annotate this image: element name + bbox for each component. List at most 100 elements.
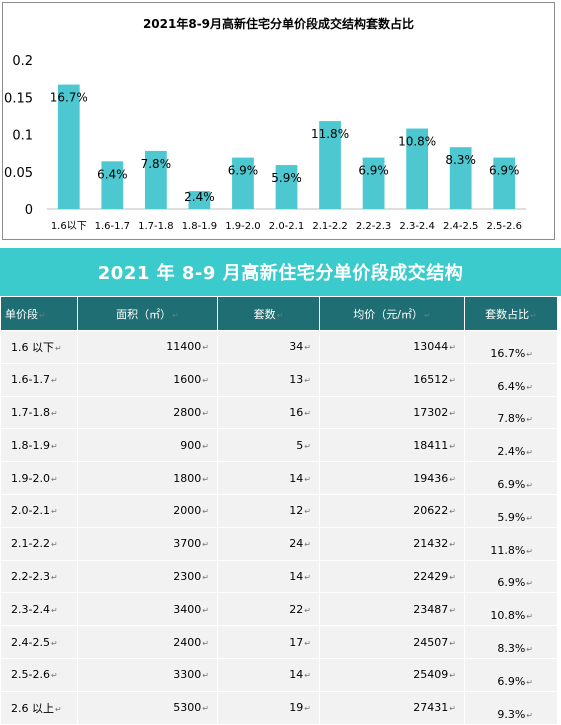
cell-units: 13 xyxy=(217,362,320,397)
bar xyxy=(493,157,516,209)
table-row: 2.6 以上530019274319.3% xyxy=(0,690,558,725)
header-avg-price: 均价（元/㎡） xyxy=(319,296,465,331)
y-tick-label: 0.15 xyxy=(4,91,33,106)
cell-avg-price: 18411 xyxy=(319,428,465,463)
bar xyxy=(275,165,298,209)
table-row: 1.9-2.0180014194366.9% xyxy=(0,461,558,495)
cell-area: 5300 xyxy=(77,690,218,725)
cell-area: 11400 xyxy=(77,330,218,364)
cell-unit-share: 5.9% xyxy=(464,493,558,528)
bar xyxy=(101,161,124,209)
x-tick-label: 2.1-2.2 xyxy=(312,221,347,232)
cell-area: 2300 xyxy=(77,559,218,594)
cell-price-segment: 2.3-2.4 xyxy=(0,592,78,627)
cell-avg-price: 21432 xyxy=(319,526,465,561)
data-label: 16.7% xyxy=(50,91,88,105)
bar xyxy=(57,84,80,209)
data-label: 7.8% xyxy=(141,157,172,171)
table-row: 1.7-1.8280016173027.8% xyxy=(0,395,558,430)
cell-avg-price: 20622 xyxy=(319,493,465,528)
data-label: 10.8% xyxy=(398,135,436,149)
cell-price-segment: 2.0-2.1 xyxy=(0,493,78,528)
cell-price-segment: 2.5-2.6 xyxy=(0,657,78,692)
data-label: 6.4% xyxy=(97,167,128,181)
cell-price-segment: 1.8-1.9 xyxy=(0,428,78,463)
data-label: 6.9% xyxy=(489,164,520,178)
table-row: 2.0-2.1200012206225.9% xyxy=(0,493,558,528)
data-label: 5.9% xyxy=(271,171,302,185)
data-label: 2.4% xyxy=(184,190,215,204)
bar xyxy=(449,147,472,209)
cell-units: 17 xyxy=(217,625,320,659)
table-row: 1.6 以下11400341304416.7% xyxy=(0,330,558,364)
table-row: 2.5-2.6330014254096.9% xyxy=(0,657,558,692)
cell-unit-share: 2.4% xyxy=(464,428,558,463)
cell-unit-share: 6.9% xyxy=(464,559,558,594)
table-header-row: 单价段 面积（㎡） 套数 均价（元/㎡） 套数占比 xyxy=(0,296,558,331)
cell-units: 19 xyxy=(217,690,320,725)
cell-area: 900 xyxy=(77,428,218,463)
table-row: 2.2-2.3230014224296.9% xyxy=(0,559,558,594)
cell-units: 5 xyxy=(217,428,320,463)
bar-chart: 0 0.05 0.1 0.15 0.2 16.7% 1.6以下 6.4% 1.6-1.7 7.8%… xyxy=(4,54,526,232)
cell-avg-price: 24507 xyxy=(319,625,465,659)
cell-price-segment: 2.4-2.5 xyxy=(0,625,78,659)
price-segment-table: 单价段 面积（㎡） 套数 均价（元/㎡） 套数占比 1.6 以下11400341… xyxy=(0,296,558,725)
cell-unit-share: 6.9% xyxy=(464,657,558,692)
header-unit-share: 套数占比 xyxy=(464,296,558,331)
y-tick-label: 0.1 xyxy=(12,129,33,144)
table-row: 1.8-1.99005184112.4% xyxy=(0,428,558,463)
cell-price-segment: 1.6-1.7 xyxy=(0,362,78,397)
x-tick-label: 1.6-1.7 xyxy=(95,221,130,232)
cell-unit-share: 8.3% xyxy=(464,625,558,659)
cell-units: 14 xyxy=(217,657,320,692)
bar xyxy=(188,191,211,209)
cell-area: 3300 xyxy=(77,657,218,692)
cell-unit-share: 10.8% xyxy=(464,592,558,627)
cell-avg-price: 19436 xyxy=(319,461,465,495)
cell-price-segment: 2.2-2.3 xyxy=(0,559,78,594)
cell-area: 3400 xyxy=(77,592,218,627)
y-tick-label: 0.2 xyxy=(12,54,33,69)
cell-price-segment: 1.9-2.0 xyxy=(0,461,78,495)
table-row: 2.3-2.43400222348710.8% xyxy=(0,592,558,627)
cell-price-segment: 1.6 以下 xyxy=(0,330,78,364)
y-tick-label: 0.05 xyxy=(4,166,33,181)
header-area: 面积（㎡） xyxy=(77,296,218,331)
bar xyxy=(232,157,254,209)
table-row: 2.1-2.23700242143211.8% xyxy=(0,526,558,561)
x-tick-label: 2.3-2.4 xyxy=(399,221,434,232)
cell-unit-share: 6.4% xyxy=(464,362,558,397)
y-tick-label: 0 xyxy=(25,203,33,218)
x-tick-label: 1.9-2.0 xyxy=(225,221,260,232)
x-tick-label: 2.4-2.5 xyxy=(443,221,478,232)
cell-avg-price: 13044 xyxy=(319,330,465,364)
cell-unit-share: 6.9% xyxy=(464,461,558,495)
cell-area: 2800 xyxy=(77,395,218,430)
cell-price-segment: 2.1-2.2 xyxy=(0,526,78,561)
chart-panel: 2021年8-9月高新住宅分单价段成交结构套数占比 0 0.05 0.1 0.15 0.… xyxy=(2,2,555,240)
header-price-segment: 单价段 xyxy=(0,296,78,331)
cell-unit-share: 11.8% xyxy=(464,526,558,561)
cell-avg-price: 22429 xyxy=(319,559,465,594)
bar xyxy=(319,121,341,209)
cell-price-segment: 2.6 以上 xyxy=(0,690,78,725)
cell-units: 24 xyxy=(217,526,320,561)
cell-area: 2400 xyxy=(77,625,218,659)
cell-unit-share: 7.8% xyxy=(464,395,558,430)
x-tick-label: 1.6以下 xyxy=(51,221,87,232)
bar xyxy=(362,157,385,209)
cell-units: 34 xyxy=(217,330,320,364)
cell-avg-price: 25409 xyxy=(319,657,465,692)
cell-units: 12 xyxy=(217,493,320,528)
cell-units: 14 xyxy=(217,461,320,495)
data-label: 6.9% xyxy=(228,164,259,178)
data-label: 8.3% xyxy=(445,153,476,167)
table-title-banner: 2021 年 8-9 月高新住宅分单价段成交结构 xyxy=(0,248,561,296)
data-label: 6.9% xyxy=(358,164,389,178)
cell-units: 22 xyxy=(217,592,320,627)
cell-area: 1800 xyxy=(77,461,218,495)
table-body: 1.6 以下11400341304416.7%1.6-1.71600131651… xyxy=(0,330,558,725)
cell-price-segment: 1.7-1.8 xyxy=(0,395,78,430)
cell-avg-price: 27431 xyxy=(319,690,465,725)
